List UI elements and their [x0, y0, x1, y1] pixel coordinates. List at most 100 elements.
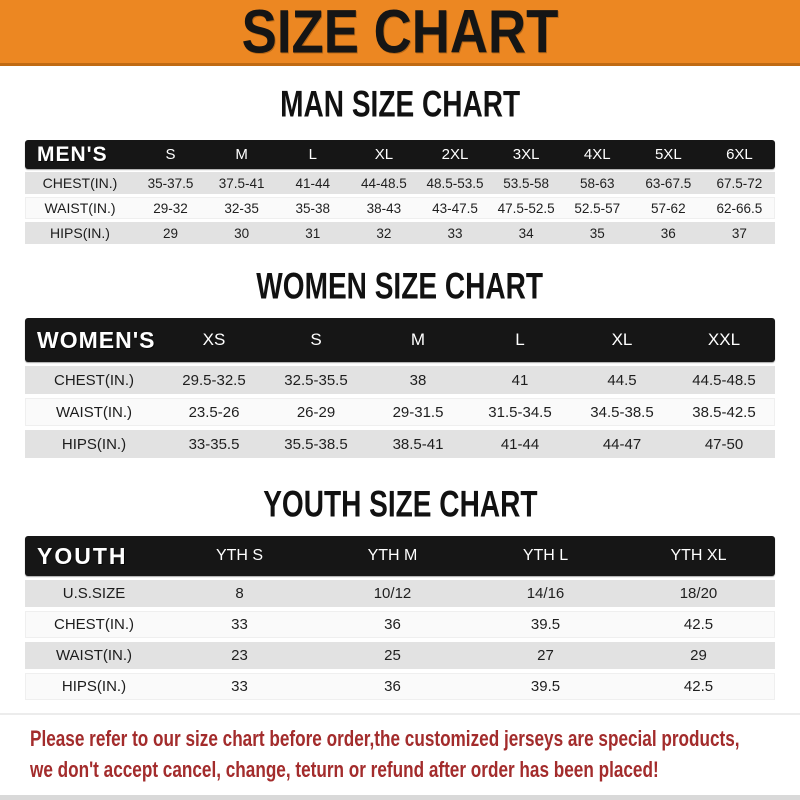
- women-size-table: WOMEN'S XS S M L XL XXL CHEST(IN.) 29.5-32.5 32.5…: [25, 318, 775, 458]
- men-column-header: 2XL: [441, 146, 469, 163]
- youth-column-header: YTH L: [522, 547, 569, 564]
- women-size-cell: 35.5-38.5: [284, 435, 348, 453]
- women-column-header: S: [310, 330, 322, 349]
- men-column-header: M: [235, 146, 248, 163]
- men-size-cell: 36: [660, 225, 676, 241]
- men-size-cell: 53.5-58: [503, 175, 549, 191]
- men-table-row: CHEST(IN.) 35-37.5 37.5-41 41-44 44-48.5 48.5…: [25, 172, 775, 194]
- women-size-cell: 33-35.5: [188, 435, 240, 453]
- women-size-section: WOMEN SIZE CHART WOMEN'S XS S M L XL XXL CHEST(I…: [0, 264, 800, 458]
- men-size-cell: 37.5-41: [218, 175, 265, 191]
- men-size-cell: 35: [589, 225, 605, 241]
- men-size-cell: 67.5-72: [716, 175, 763, 191]
- women-column-header: XXL: [707, 330, 741, 349]
- youth-size-cell: 25: [384, 647, 401, 664]
- women-column-header: M: [410, 330, 426, 349]
- youth-size-cell: 39.5: [530, 678, 561, 695]
- women-section-heading: WOMEN SIZE CHART: [256, 264, 544, 307]
- youth-size-cell: 10/12: [373, 585, 412, 602]
- youth-size-cell: 36: [384, 678, 401, 695]
- men-size-cell: 41-44: [295, 175, 331, 191]
- women-size-cell: 32.5-35.5: [284, 371, 348, 389]
- men-size-cell: 31: [305, 225, 321, 241]
- women-size-cell: 41-44: [500, 435, 540, 453]
- men-size-cell: 57-62: [651, 200, 686, 216]
- youth-size-cell: 42.5: [683, 678, 714, 695]
- men-size-cell: 30: [234, 225, 250, 241]
- youth-size-cell: 8: [235, 585, 244, 602]
- youth-size-cell: 33: [231, 678, 248, 695]
- youth-size-cell: 14/16: [526, 585, 565, 602]
- men-table-row: HIPS(IN.) 29 30 31 32 33 34 35 36 37: [25, 222, 775, 244]
- women-table-row: CHEST(IN.) 29.5-32.5 32.5-35.5 38 41 44.5 44.5…: [25, 366, 775, 394]
- youth-table-header: YOUTH YTH S YTH M YTH L YTH XL: [25, 536, 775, 576]
- youth-table-row: WAIST(IN.) 23 25 27 29: [25, 642, 775, 669]
- men-column-header: XL: [374, 146, 394, 163]
- women-size-cell: 38.5-42.5: [692, 403, 756, 421]
- men-size-cell: 29: [163, 225, 179, 241]
- women-size-cell: 29-31.5: [392, 403, 444, 421]
- youth-size-cell: 42.5: [683, 616, 714, 633]
- men-column-header: S: [165, 146, 176, 163]
- women-row-label: WAIST(IN.): [55, 403, 133, 421]
- youth-heading-wrap: YOUTH SIZE CHART: [0, 482, 800, 525]
- men-size-cell: 62-66.5: [716, 200, 763, 216]
- women-heading-wrap: WOMEN SIZE CHART: [0, 264, 800, 307]
- men-size-cell: 58-63: [579, 175, 615, 191]
- youth-size-cell: 18/20: [679, 585, 718, 602]
- youth-row-label: U.S.SIZE: [62, 585, 126, 602]
- men-size-cell: 34: [518, 225, 534, 241]
- men-row-label: HIPS(IN.): [50, 225, 110, 241]
- youth-size-table: YOUTH YTH S YTH M YTH L YTH XL U.S.SIZE 8 10/12…: [25, 536, 775, 700]
- men-column-header: 5XL: [654, 146, 682, 163]
- women-column-header: XS: [202, 330, 226, 349]
- women-size-cell: 44.5-48.5: [692, 371, 756, 389]
- men-size-cell: 63-67.5: [645, 175, 692, 191]
- women-size-cell: 38: [409, 371, 427, 389]
- men-size-cell: 48.5-53.5: [426, 175, 484, 191]
- men-heading-wrap: MAN SIZE CHART: [0, 82, 800, 125]
- men-section-heading: MAN SIZE CHART: [280, 82, 520, 125]
- men-group-label: MEN'S: [37, 142, 108, 166]
- youth-size-cell: 27: [537, 647, 554, 664]
- men-size-cell: 32: [376, 225, 392, 241]
- youth-row-label: HIPS(IN.): [61, 678, 127, 695]
- men-column-header: 6XL: [726, 146, 753, 163]
- men-size-cell: 52.5-57: [574, 200, 621, 216]
- youth-size-cell: 23: [231, 647, 248, 664]
- men-size-cell: 33: [447, 225, 463, 241]
- youth-column-header: YTH S: [215, 547, 264, 564]
- men-size-cell: 44-48.5: [360, 175, 407, 191]
- youth-row-label: CHEST(IN.): [54, 616, 134, 633]
- sections: MAN SIZE CHART MEN'S S M L XL 2XL 3XL 4XL 5XL 6XL C…: [0, 82, 800, 700]
- men-size-cell: 32-35: [224, 200, 259, 216]
- women-size-cell: 41: [511, 371, 529, 389]
- youth-size-section: YOUTH SIZE CHART YOUTH YTH S YTH M YTH L YTH …: [0, 482, 800, 700]
- youth-table-row: HIPS(IN.) 33 36 39.5 42.5: [25, 673, 775, 700]
- women-size-cell: 44-47: [602, 435, 642, 453]
- men-table-header: MEN'S S M L XL 2XL 3XL 4XL 5XL 6XL: [25, 140, 775, 169]
- men-row-label: WAIST(IN.): [44, 200, 116, 216]
- youth-size-cell: 29: [690, 647, 707, 664]
- youth-column-header: YTH XL: [670, 547, 727, 564]
- women-group-label: WOMEN'S: [37, 326, 156, 353]
- women-size-cell: 31.5-34.5: [488, 403, 552, 421]
- size-chart-banner: SIZE CHART: [0, 0, 800, 66]
- women-size-cell: 34.5-38.5: [590, 403, 654, 421]
- youth-size-cell: 39.5: [530, 616, 561, 633]
- men-size-cell: 37: [731, 225, 747, 241]
- youth-section-heading: YOUTH SIZE CHART: [262, 482, 538, 525]
- women-size-cell: 29.5-32.5: [182, 371, 246, 389]
- women-size-cell: 26-29: [296, 403, 336, 421]
- disclaimer-line-2: we don't accept cancel, change, teturn o…: [30, 757, 659, 782]
- women-table-header: WOMEN'S XS S M L XL XXL: [25, 318, 775, 362]
- men-table-row: WAIST(IN.) 29-32 32-35 35-38 38-43 43-47.5 47.…: [25, 197, 775, 219]
- youth-group-label: YOUTH: [37, 542, 128, 569]
- women-column-header: XL: [611, 330, 633, 349]
- women-size-cell: 38.5-41: [392, 435, 444, 453]
- men-size-cell: 43-47.5: [432, 200, 478, 216]
- youth-size-cell: 36: [384, 616, 401, 633]
- youth-row-label: WAIST(IN.): [55, 647, 133, 664]
- women-size-cell: 47-50: [704, 435, 744, 453]
- women-size-cell: 23.5-26: [188, 403, 240, 421]
